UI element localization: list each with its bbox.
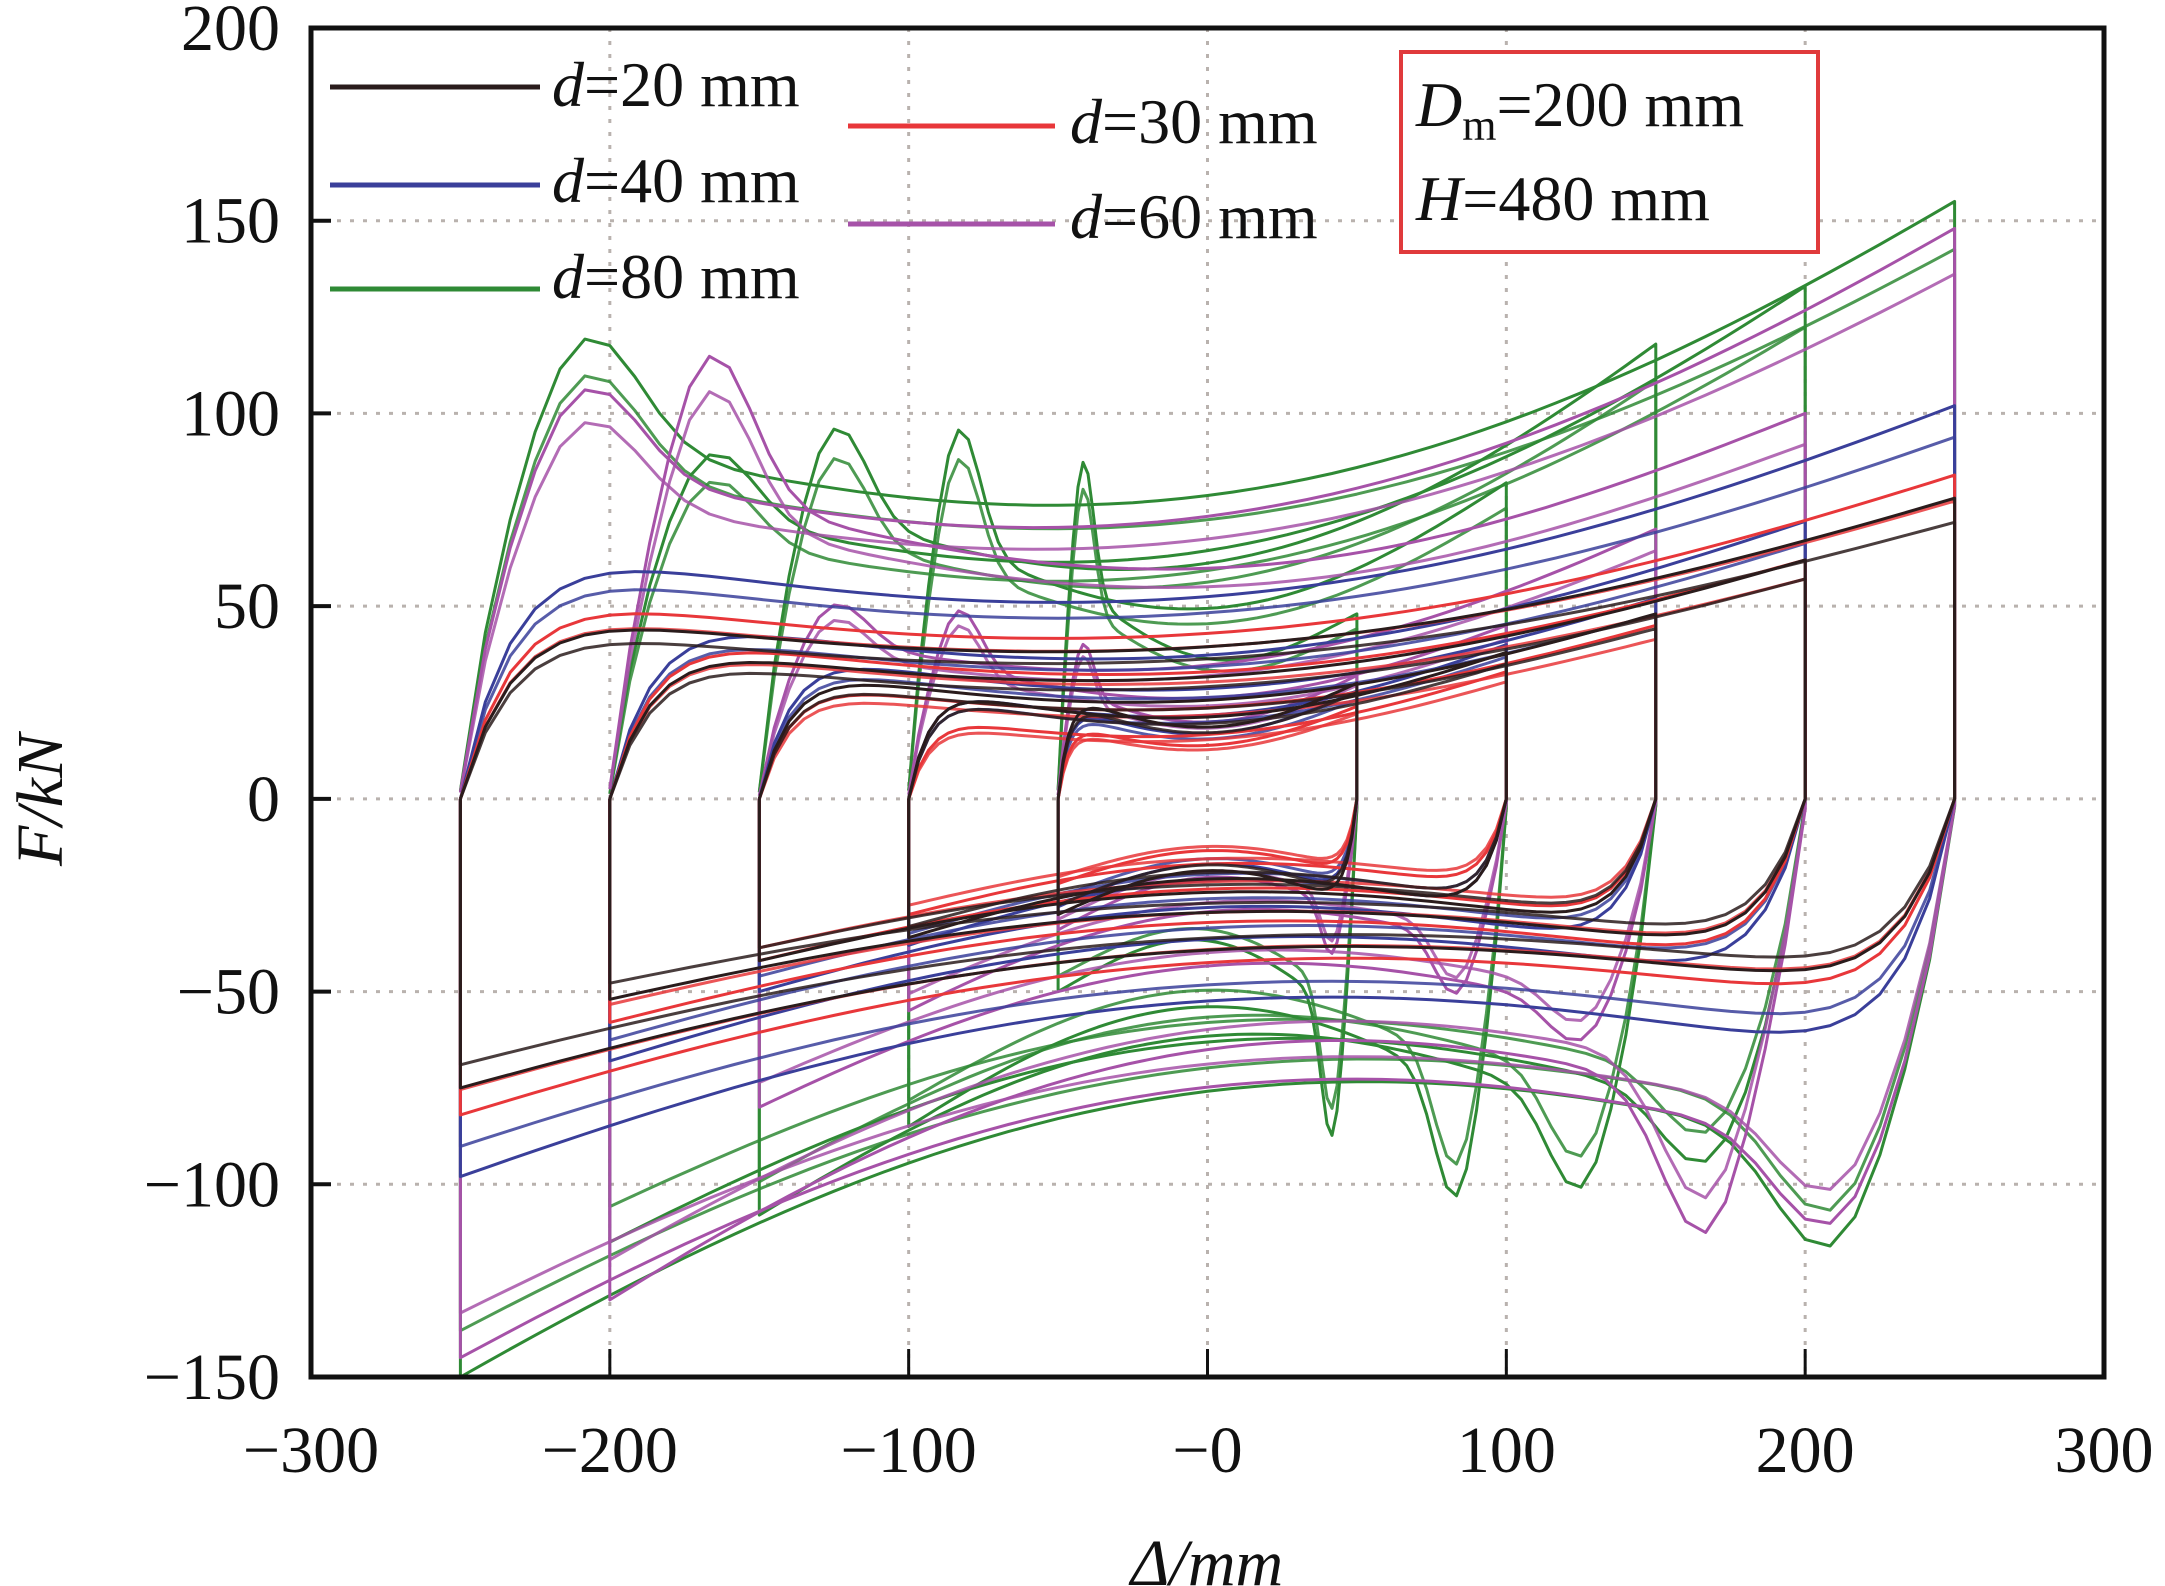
y-tick-label: −150 [144, 1341, 280, 1414]
legend-label: d=20 mm [552, 49, 800, 120]
x-tick-label: −0 [1172, 1414, 1242, 1487]
y-tick-label: 0 [247, 763, 280, 836]
x-tick-label: −100 [841, 1414, 977, 1487]
annotation-box [1399, 50, 1820, 254]
legend-label: d=60 mm [1070, 181, 1318, 252]
axis-ticks [311, 218, 1807, 1377]
hysteresis-loop-cycle2 [1056, 691, 1359, 907]
hysteresis-loop-cycle2 [458, 247, 1957, 1333]
hysteresis-loop-cycle2 [458, 520, 1957, 1067]
x-tick-label: −300 [243, 1414, 379, 1487]
y-tick-label: 100 [181, 377, 280, 450]
x-tick-label: 100 [1457, 1414, 1556, 1487]
legend-item-d40: d=40 mm [330, 145, 800, 216]
legend-item-d20: d=20 mm [330, 49, 800, 120]
y-tick-label: 150 [181, 185, 280, 258]
x-tick-label: 200 [1756, 1414, 1855, 1487]
y-tick-label: −100 [144, 1148, 280, 1221]
y-tick-label: 200 [181, 0, 280, 65]
legend-label: d=30 mm [1070, 86, 1318, 157]
y-axis-title: F/kN [4, 730, 77, 867]
legend-label: d=40 mm [552, 145, 800, 216]
hysteresis-loop-cycle2 [757, 627, 1658, 950]
series-curves [458, 199, 1957, 1379]
legend-item-d60: d=60 mm [848, 181, 1318, 252]
y-tick-label: −50 [177, 956, 280, 1029]
parameter-annotation: Dm=200 mm H=480 mm [1399, 50, 1820, 254]
hysteresis-loop-cycle2 [907, 662, 1508, 928]
x-axis-title: Δ/mm [1128, 1527, 1283, 1586]
annotation-h: H=480 mm [1415, 163, 1710, 234]
annotation-dm: Dm=200 mm [1415, 69, 1744, 150]
hysteresis-loop-cycle2 [608, 577, 1807, 985]
y-tick-labels: 200 150 100 50 0 −50 −100 −150 [144, 0, 280, 1414]
x-tick-label: 300 [2055, 1414, 2154, 1487]
series-d-20-mm [458, 496, 1957, 1090]
legend-label: d=80 mm [552, 241, 800, 312]
legend: d=20 mm d=40 mm d=80 mm d=30 mm d=60 mm [330, 49, 1318, 312]
series-d-40-mm [458, 404, 1957, 1179]
legend-item-d30: d=30 mm [848, 86, 1318, 157]
hysteresis-loop [458, 404, 1957, 1179]
x-tick-labels: −300 −200 −100 −0 100 200 300 [243, 1414, 2154, 1487]
legend-item-d80: d=80 mm [330, 241, 800, 312]
x-tick-label: −200 [542, 1414, 678, 1487]
y-tick-label: 50 [214, 570, 280, 643]
